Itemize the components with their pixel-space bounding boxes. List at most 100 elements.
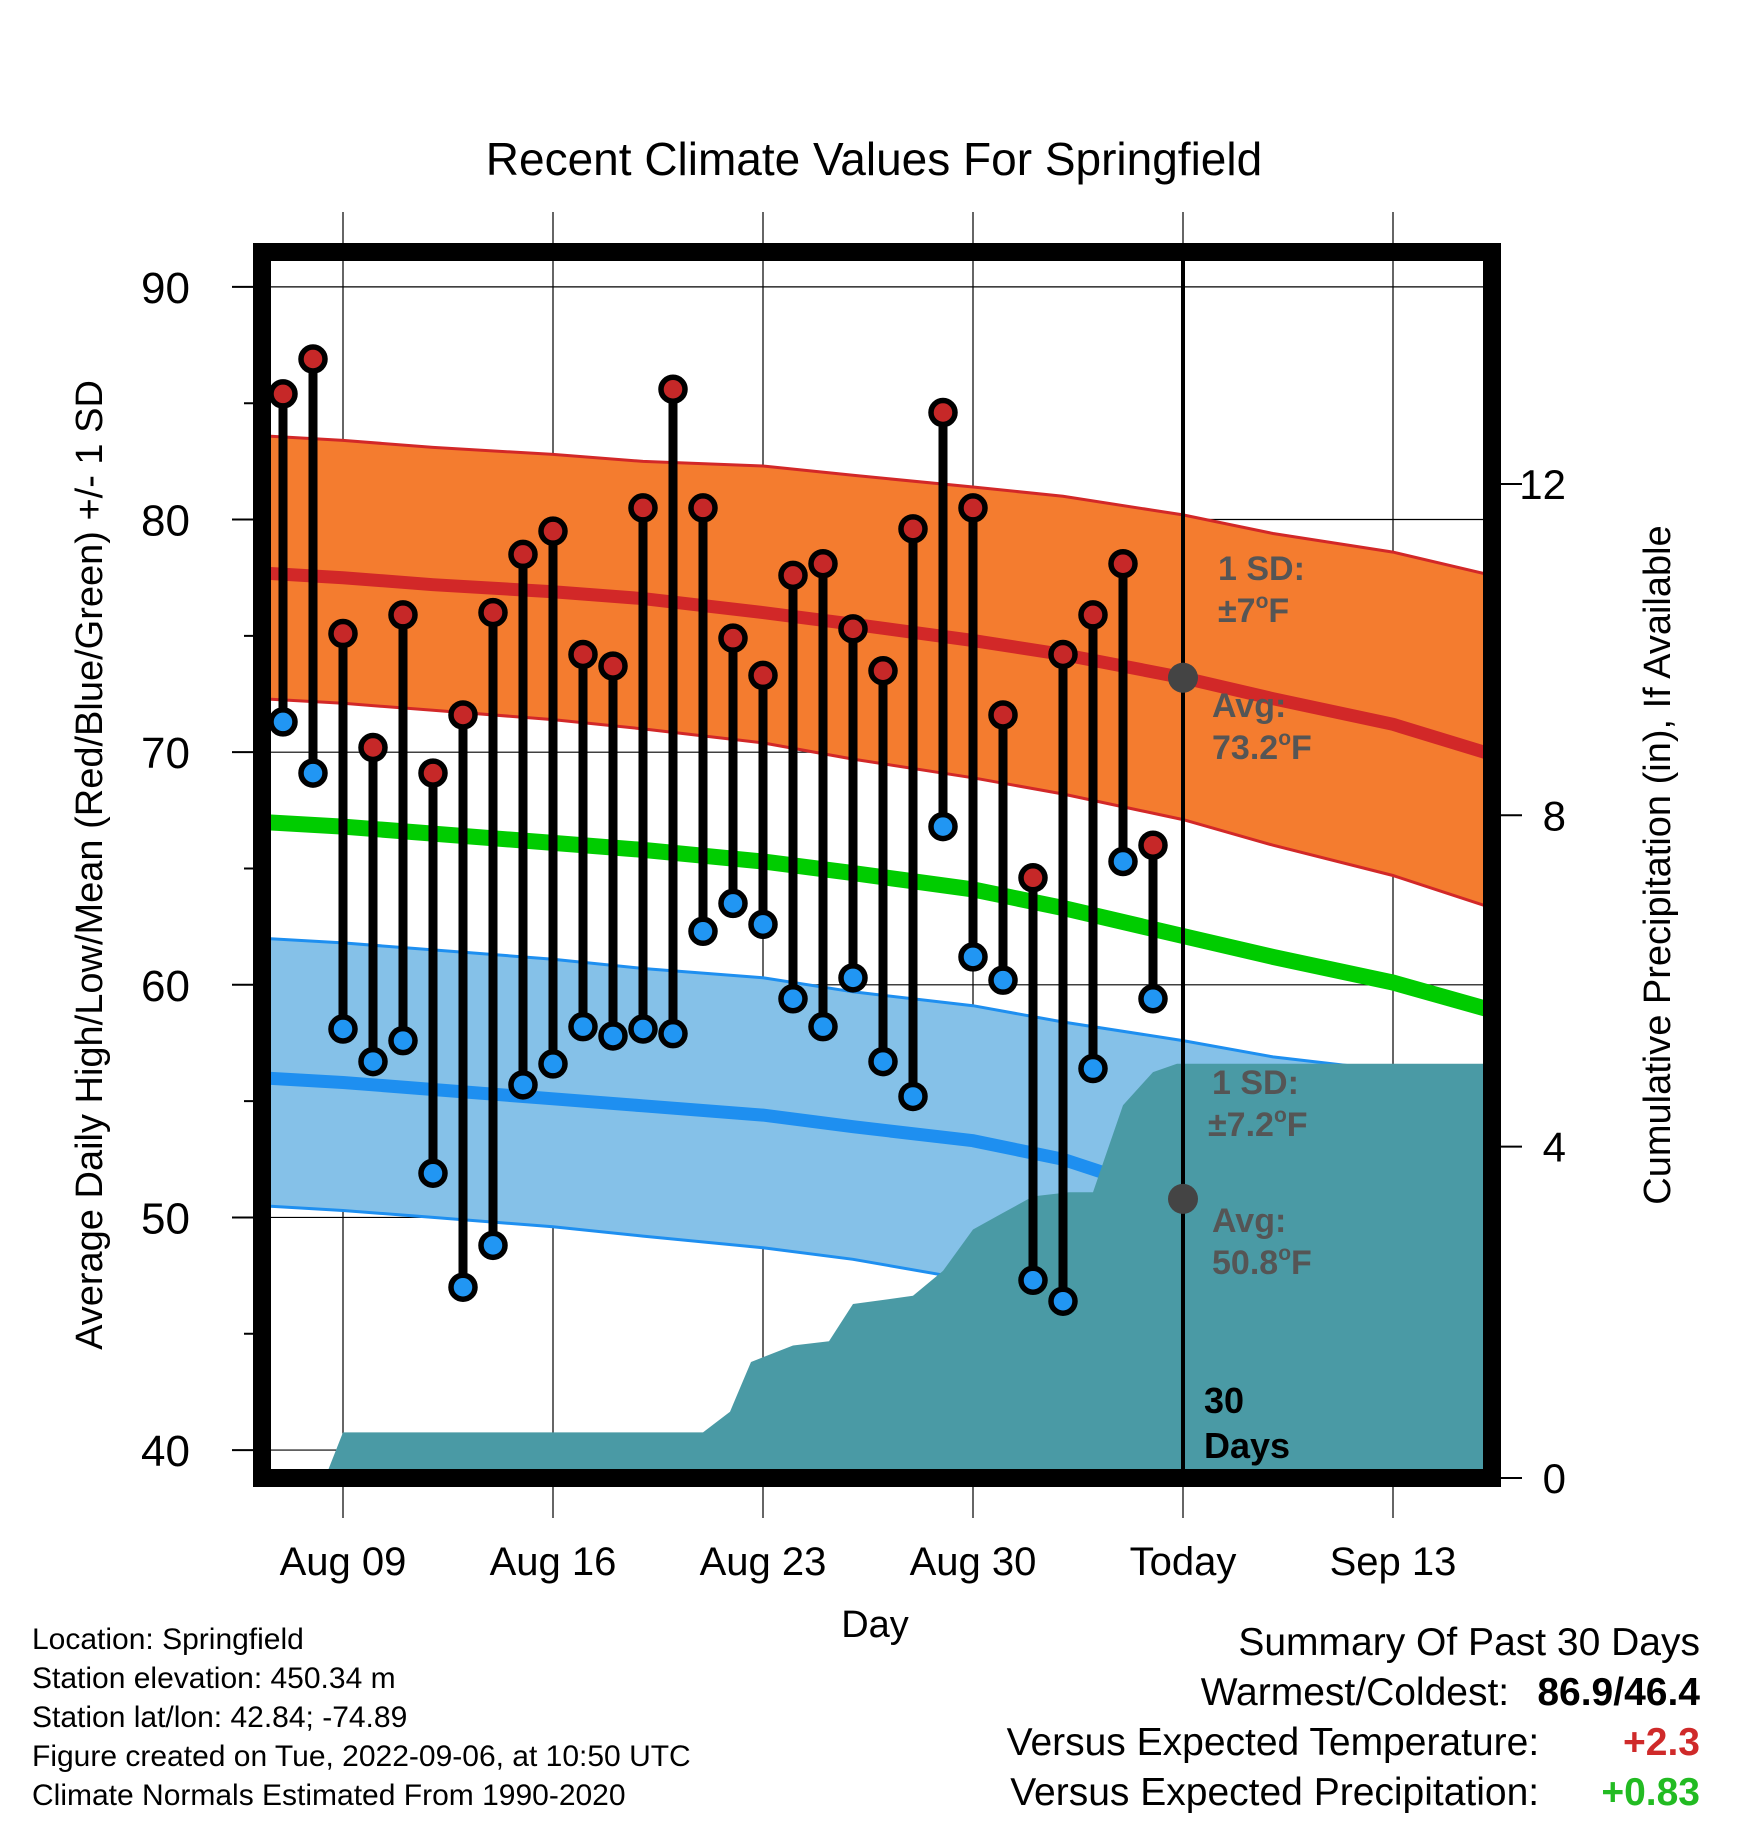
temp-anomaly-row: Versus Expected Temperature: +2.3 bbox=[800, 1718, 1700, 1768]
daily-high-point bbox=[748, 660, 778, 691]
daily-high-point bbox=[958, 493, 988, 523]
high-avg-value: 73.2oF bbox=[1212, 727, 1312, 767]
daily-low-point bbox=[658, 1018, 688, 1049]
created-text: Figure created on Tue, 2022-09-06, at 10… bbox=[32, 1740, 691, 1773]
daily-high-point bbox=[838, 614, 868, 644]
precip-anomaly-row: Versus Expected Precipitation: +0.83 bbox=[800, 1768, 1700, 1818]
daily-low-point bbox=[898, 1081, 928, 1112]
daily-high-point bbox=[688, 493, 718, 523]
daily-low-point bbox=[748, 909, 778, 940]
daily-high-point bbox=[598, 651, 628, 681]
daily-high-point bbox=[568, 639, 598, 670]
latlon-text: Station lat/lon: 42.84; -74.89 bbox=[32, 1701, 408, 1734]
elevation-text: Station elevation: 450.34 m bbox=[32, 1662, 396, 1695]
daily-low-point bbox=[838, 963, 868, 993]
y-tick-label: 80 bbox=[141, 497, 190, 546]
daily-low-point bbox=[478, 1230, 508, 1261]
daily-low-point bbox=[808, 1011, 838, 1042]
low-avg-title: Avg: bbox=[1212, 1202, 1286, 1240]
chart-title: Recent Climate Values For Springfield bbox=[486, 133, 1262, 185]
daily-high-point bbox=[928, 397, 958, 428]
y2-axis-label: Cumulative Precipitation (in), If Availa… bbox=[1637, 525, 1679, 1204]
y-tick-label: 90 bbox=[141, 264, 190, 313]
x-tick-label: Aug 09 bbox=[280, 1540, 407, 1584]
daily-low-point bbox=[868, 1046, 898, 1077]
location-text: Location: Springfield bbox=[32, 1623, 304, 1656]
daily-low-point bbox=[1138, 984, 1168, 1014]
daily-low-point bbox=[1018, 1265, 1048, 1296]
y2-tick-label: 0 bbox=[1543, 1455, 1566, 1502]
daily-observations bbox=[268, 344, 1168, 1316]
daily-high-point bbox=[1018, 863, 1048, 893]
y-axis-label: Average Daily High/Low/Mean (Red/Blue/Gr… bbox=[69, 380, 111, 1350]
daily-low-point bbox=[538, 1049, 568, 1079]
summary-panel: Summary Of Past 30 Days Warmest/Coldest:… bbox=[800, 1618, 1700, 1818]
low-avg-marker bbox=[1168, 1183, 1198, 1214]
daily-high-point bbox=[478, 597, 508, 628]
plot-frame bbox=[253, 243, 1501, 1487]
daily-high-point bbox=[988, 700, 1018, 730]
y-tick-label: 60 bbox=[141, 962, 190, 1011]
daily-high-point bbox=[508, 539, 538, 570]
daily-high-point bbox=[1078, 600, 1108, 630]
daily-low-point bbox=[988, 965, 1018, 995]
precip-area bbox=[325, 1063, 1492, 1478]
station-info: Location: Springfield Station elevation:… bbox=[32, 1620, 852, 1815]
daily-high-point bbox=[718, 623, 748, 653]
daily-low-point bbox=[778, 984, 808, 1014]
warmest-coldest-row: Warmest/Coldest: 86.9/46.4 bbox=[800, 1668, 1700, 1718]
precip-anomaly-label: Versus Expected Precipitation: bbox=[1010, 1771, 1540, 1814]
x-tick-label: Aug 30 bbox=[910, 1540, 1037, 1584]
daily-high-point bbox=[268, 379, 298, 409]
daily-high-point bbox=[328, 618, 358, 649]
y-tick-label: 70 bbox=[141, 729, 190, 778]
y2-tick-label: 4 bbox=[1543, 1124, 1566, 1171]
daily-high-point bbox=[898, 514, 928, 544]
x-axis-label: Day bbox=[841, 1604, 909, 1646]
low-avg-value: 50.8oF bbox=[1212, 1242, 1312, 1282]
low-sd-title: 1 SD: bbox=[1212, 1064, 1299, 1102]
daily-high-point bbox=[1048, 639, 1078, 670]
high-sd-upper-line bbox=[262, 434, 1492, 577]
daily-low-point bbox=[328, 1014, 358, 1044]
daily-high-point bbox=[298, 344, 328, 374]
daily-low-point bbox=[598, 1021, 628, 1051]
daily-high-point bbox=[1138, 830, 1168, 860]
daily-high-point bbox=[1108, 548, 1138, 579]
daily-high-point bbox=[808, 548, 838, 579]
x-tick-label: Aug 16 bbox=[490, 1540, 617, 1584]
days-word: Days bbox=[1204, 1425, 1290, 1466]
temp-anomaly-label: Versus Expected Temperature: bbox=[1006, 1721, 1540, 1764]
daily-low-point bbox=[508, 1070, 538, 1100]
daily-low-point bbox=[688, 916, 718, 947]
daily-high-point bbox=[658, 374, 688, 405]
daily-low-point bbox=[568, 1011, 598, 1042]
daily-high-point bbox=[418, 758, 448, 788]
daily-high-point bbox=[358, 732, 388, 763]
daily-low-point bbox=[418, 1158, 448, 1188]
axes: 40 50 60 70 80 90 0 4 8 12 Aug 09 Aug 16 Aug 23 Aug 3… bbox=[141, 264, 1566, 1584]
y-tick-label: 40 bbox=[141, 1427, 190, 1476]
daily-high-point bbox=[448, 700, 478, 730]
daily-low-point bbox=[928, 811, 958, 842]
cumulative-precip-area bbox=[325, 1063, 1492, 1478]
warm-cold-value: 86.9/46.4 bbox=[1537, 1671, 1700, 1714]
high-sd-value: ±7oF bbox=[1218, 590, 1289, 630]
daily-low-point bbox=[628, 1014, 658, 1044]
temp-anomaly-value: +2.3 bbox=[1623, 1721, 1700, 1764]
daily-low-point bbox=[1078, 1053, 1108, 1084]
daily-high-point bbox=[868, 655, 898, 686]
y2-tick-label: 8 bbox=[1543, 792, 1566, 839]
daily-low-point bbox=[268, 707, 298, 737]
precip-anomaly-value: +0.83 bbox=[1601, 1771, 1700, 1814]
high-avg-title: Avg: bbox=[1212, 687, 1286, 725]
daily-low-point bbox=[388, 1025, 418, 1056]
summary-title: Summary Of Past 30 Days bbox=[1238, 1621, 1700, 1664]
y-tick-label: 50 bbox=[141, 1194, 190, 1243]
days-number: 30 bbox=[1204, 1380, 1244, 1421]
daily-low-point bbox=[1048, 1286, 1078, 1316]
daily-low-point bbox=[298, 758, 328, 788]
daily-low-point bbox=[358, 1046, 388, 1077]
high-sd-title: 1 SD: bbox=[1218, 550, 1305, 588]
